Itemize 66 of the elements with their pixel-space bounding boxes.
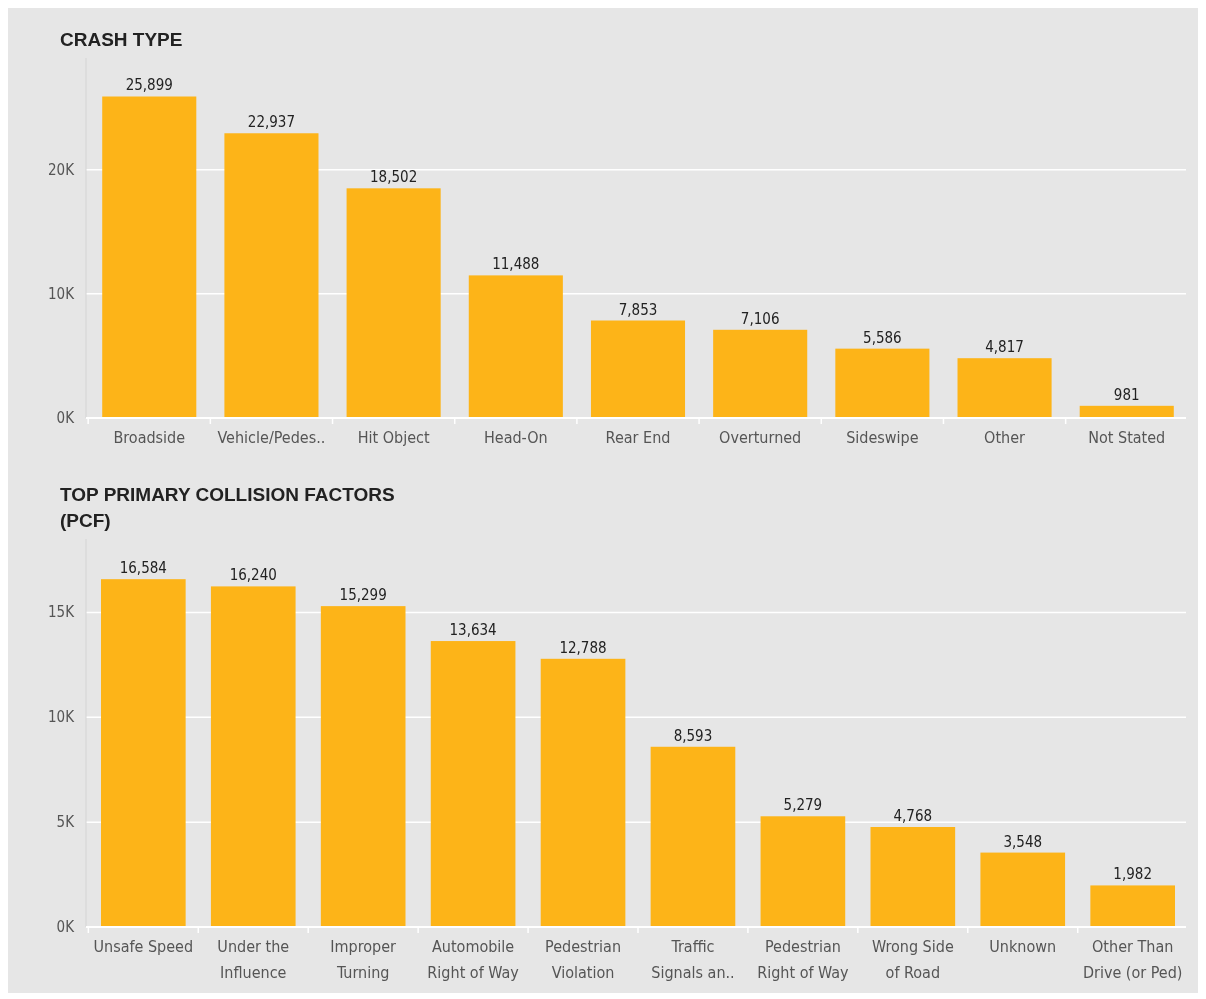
bar [430,641,516,927]
data-label: 18,502 [370,168,418,187]
data-label: 3,548 [1003,832,1043,851]
bar [713,329,808,418]
y-tick-label: 20K [47,160,76,179]
x-tick-label: Overturned [719,428,802,447]
x-tick-label: Hit Object [357,428,430,447]
data-label: 16,240 [229,566,277,585]
y-tick-label: 0K [56,409,76,427]
x-tick-label: Unsafe Speed [93,937,194,956]
data-label: 15,299 [339,586,387,605]
data-label: 11,488 [492,255,540,274]
bar [468,275,563,418]
data-label: 16,584 [119,559,167,578]
data-label: 8,593 [673,726,713,745]
data-label: 12,788 [559,638,607,657]
bar [346,188,441,418]
bar [1090,885,1176,927]
bar [102,96,197,418]
data-label: 22,937 [247,113,296,132]
data-label: 4,817 [985,338,1024,357]
bar [100,579,186,927]
x-tick-label: Improper Turning [330,937,397,982]
x-tick-label: Pedestrian Violation [545,937,622,982]
data-label: 7,853 [618,300,658,319]
x-tick-label: Other Than Drive (or Ped) [1082,937,1183,982]
data-label: 981 [1113,385,1140,404]
bar [210,586,296,927]
data-label: 4,768 [893,807,933,825]
x-tick-label: Broadside [113,428,186,447]
y-tick-label: 15K [47,603,76,622]
y-tick-label: 5K [56,813,76,832]
bar [1079,405,1174,418]
x-tick-label: Head-On [483,428,548,447]
data-label: 1,982 [1113,865,1152,884]
y-tick-label: 0K [56,918,76,936]
bar [957,358,1052,418]
bar [590,320,686,418]
x-tick-label: Wrong Side of Road [871,937,954,982]
x-tick-label: Under the Influence [217,937,290,982]
y-tick-label: 10K [47,708,76,727]
bar [540,658,626,927]
chart-title: TOP PRIMARY COLLISION FACTORS (PCF) [60,484,395,531]
x-tick-label: Other [984,428,1026,447]
bar [760,816,846,927]
data-label: 13,634 [449,621,497,640]
chart-title: CRASH TYPE [60,29,183,50]
data-label: 7,106 [740,309,780,328]
bar [870,827,956,927]
bar [980,852,1066,927]
bar [224,133,319,418]
y-tick-label: 10K [47,284,76,303]
x-tick-label: Unknown [989,937,1057,956]
bar [835,348,930,418]
x-tick-label: Automobile Right of Way [427,937,520,982]
data-label: 25,899 [125,76,173,95]
bar [650,746,736,927]
x-tick-label: Not Stated [1088,428,1166,447]
x-tick-label: Pedestrian Right of Way [757,937,850,982]
x-tick-label: Rear End [605,428,671,447]
x-tick-label: Sideswipe [846,428,919,447]
x-tick-label: Traffic Signals an.. [651,937,735,982]
data-label: 5,586 [863,328,902,347]
bar [320,606,406,927]
x-tick-label: Vehicle/Pedes.. [217,428,326,447]
data-label: 5,279 [783,796,823,815]
